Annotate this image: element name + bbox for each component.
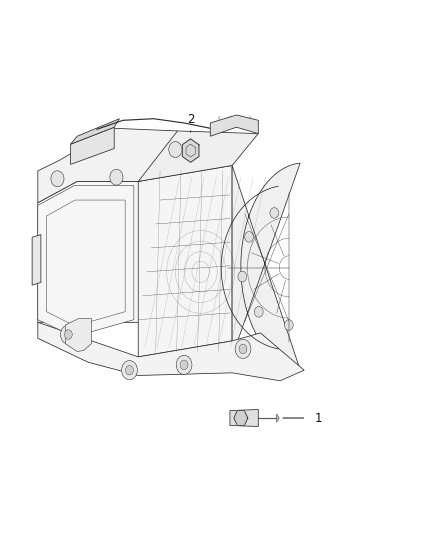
Circle shape bbox=[239, 344, 247, 354]
Polygon shape bbox=[38, 128, 177, 203]
Circle shape bbox=[235, 340, 251, 359]
Text: 2: 2 bbox=[187, 112, 194, 126]
Circle shape bbox=[51, 171, 64, 187]
Circle shape bbox=[180, 360, 188, 369]
Polygon shape bbox=[38, 185, 134, 337]
Polygon shape bbox=[232, 163, 300, 370]
Polygon shape bbox=[138, 131, 258, 181]
Polygon shape bbox=[230, 409, 258, 426]
Polygon shape bbox=[38, 322, 304, 381]
Polygon shape bbox=[277, 414, 279, 422]
Polygon shape bbox=[32, 235, 41, 285]
Polygon shape bbox=[71, 119, 120, 144]
Polygon shape bbox=[141, 150, 177, 322]
Circle shape bbox=[238, 271, 247, 282]
Circle shape bbox=[122, 361, 138, 379]
Circle shape bbox=[245, 231, 254, 242]
Circle shape bbox=[169, 142, 182, 158]
Circle shape bbox=[270, 208, 279, 219]
Circle shape bbox=[60, 325, 76, 344]
Text: 1: 1 bbox=[315, 411, 322, 424]
Polygon shape bbox=[38, 181, 141, 322]
Circle shape bbox=[285, 320, 293, 330]
Circle shape bbox=[254, 306, 263, 317]
Polygon shape bbox=[234, 410, 248, 425]
Circle shape bbox=[126, 366, 134, 375]
Polygon shape bbox=[210, 115, 258, 136]
Circle shape bbox=[110, 169, 123, 185]
Polygon shape bbox=[71, 127, 114, 165]
Polygon shape bbox=[182, 139, 199, 163]
Circle shape bbox=[176, 356, 192, 374]
Polygon shape bbox=[138, 165, 232, 357]
Circle shape bbox=[64, 330, 72, 340]
Polygon shape bbox=[65, 319, 92, 352]
